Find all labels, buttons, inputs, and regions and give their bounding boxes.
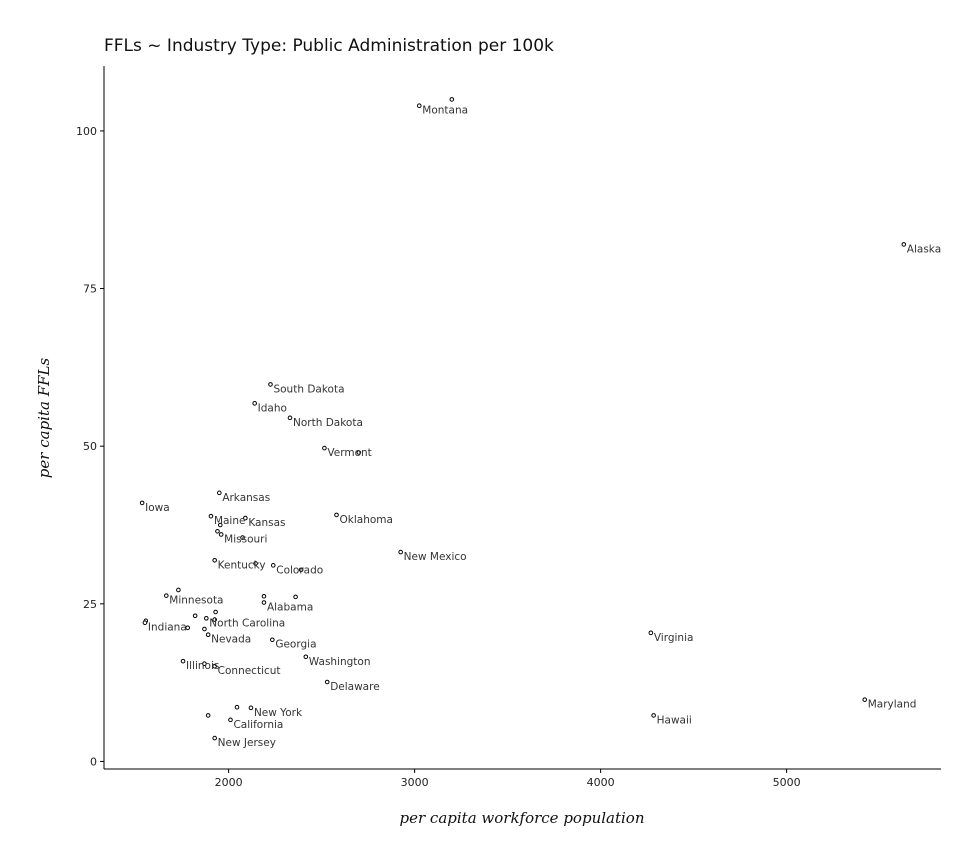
data-point <box>218 532 224 537</box>
point-label: Arkansas <box>222 492 270 504</box>
data-point <box>202 626 207 632</box>
data-point <box>180 658 186 664</box>
point-label: Delaware <box>330 681 379 693</box>
point-label: Oklahoma <box>340 514 393 526</box>
data-point <box>268 382 273 387</box>
data-point <box>270 637 275 643</box>
x-tick-label: 3000 <box>401 776 429 789</box>
data-point <box>205 713 211 718</box>
data-point <box>270 563 276 568</box>
point-label: Minnesota <box>169 595 223 607</box>
point-label: California <box>233 719 283 731</box>
data-point <box>164 593 169 598</box>
y-tick-label: 50 <box>83 440 97 453</box>
y-tick-label: 25 <box>83 598 97 611</box>
data-point <box>298 567 304 573</box>
point-label: Virginia <box>654 632 694 644</box>
data-point <box>356 450 362 455</box>
data-point <box>252 401 257 406</box>
data-point <box>303 654 309 660</box>
data-point <box>322 445 327 451</box>
point-label: Maryland <box>868 699 917 711</box>
data-point <box>324 679 330 685</box>
data-point <box>142 620 148 626</box>
data-point <box>287 415 293 421</box>
data-point <box>862 697 868 702</box>
point-label: Montana <box>422 105 468 117</box>
point-labels: Montana Alaska South Dakota Idaho North Dako… <box>145 105 941 749</box>
y-axis-title: per capita FFLs <box>35 358 53 479</box>
data-point <box>204 616 209 621</box>
data-point <box>261 593 267 599</box>
point-label: Georgia <box>275 639 316 651</box>
point-label: Hawaii <box>657 714 692 726</box>
point-label: Indiana <box>148 622 187 634</box>
point-label: Maine <box>214 515 246 527</box>
data-point <box>208 513 214 519</box>
data-points <box>139 97 907 741</box>
chart-title: FFLs ~ Industry Type: Public Administrat… <box>104 36 554 56</box>
point-label: North Carolina <box>209 617 285 629</box>
data-point <box>293 594 298 600</box>
point-label: Alabama <box>267 602 313 614</box>
data-point <box>261 600 267 605</box>
data-point <box>248 705 254 711</box>
y-tick-label: 0 <box>90 755 97 768</box>
data-point <box>192 613 198 619</box>
data-point <box>212 617 217 622</box>
data-point <box>234 704 240 710</box>
point-label: Colorado <box>276 564 323 576</box>
data-point <box>651 713 656 718</box>
data-point <box>176 587 181 593</box>
data-point <box>212 735 217 741</box>
point-label: Iowa <box>145 502 170 514</box>
data-point <box>139 500 145 506</box>
point-label: North Dakota <box>293 417 363 429</box>
data-point <box>212 558 217 563</box>
data-point <box>253 561 258 566</box>
data-point <box>398 549 403 555</box>
x-axis-title: per capita workforce population <box>400 809 645 827</box>
point-label: Kansas <box>248 517 285 529</box>
x-tick-label: 5000 <box>773 776 801 789</box>
data-point <box>334 512 339 518</box>
data-point <box>449 97 455 102</box>
data-point <box>416 103 422 109</box>
point-label: South Dakota <box>273 383 344 395</box>
data-point <box>215 529 220 534</box>
data-point <box>213 609 218 615</box>
axis-ticks: 2000 3000 4000 5000 0 25 50 75 100 <box>76 125 801 789</box>
y-tick-label: 75 <box>83 283 97 296</box>
data-point <box>901 242 907 247</box>
data-point <box>648 630 654 636</box>
data-point <box>212 663 217 669</box>
point-label: Kentucky <box>218 559 266 571</box>
data-point <box>205 632 211 638</box>
point-label: Nevada <box>211 634 251 646</box>
y-tick-label: 100 <box>76 125 97 138</box>
x-tick-label: 2000 <box>215 776 243 789</box>
data-point <box>243 515 248 521</box>
data-point <box>217 490 222 496</box>
point-label: Missouri <box>224 533 267 545</box>
data-point <box>217 522 223 528</box>
point-label: Vermont <box>327 447 371 459</box>
data-point <box>240 535 245 540</box>
point-label: Alaska <box>907 243 941 255</box>
point-label: Connecticut <box>218 665 281 677</box>
point-label: Washington <box>309 656 371 668</box>
point-label: New Jersey <box>218 737 276 749</box>
data-point <box>202 661 207 667</box>
point-label: New York <box>254 707 303 719</box>
point-label: Idaho <box>258 402 287 414</box>
data-point <box>228 717 233 723</box>
x-tick-label: 4000 <box>587 776 615 789</box>
point-label: New Mexico <box>404 551 467 563</box>
data-point <box>185 625 190 631</box>
point-label: Illinois <box>186 660 219 672</box>
